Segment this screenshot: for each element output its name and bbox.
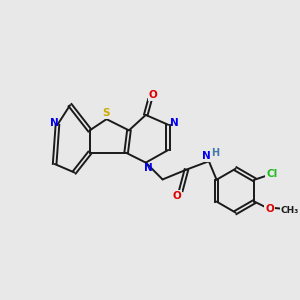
Text: H: H: [211, 148, 219, 158]
Text: O: O: [172, 191, 181, 201]
Text: S: S: [102, 108, 110, 118]
Text: O: O: [149, 90, 158, 100]
Text: N: N: [144, 163, 153, 173]
Text: N: N: [202, 151, 211, 160]
Text: Cl: Cl: [266, 169, 278, 179]
Text: N: N: [50, 118, 58, 128]
Text: N: N: [170, 118, 179, 128]
Text: CH₃: CH₃: [281, 206, 299, 214]
Text: O: O: [266, 204, 274, 214]
